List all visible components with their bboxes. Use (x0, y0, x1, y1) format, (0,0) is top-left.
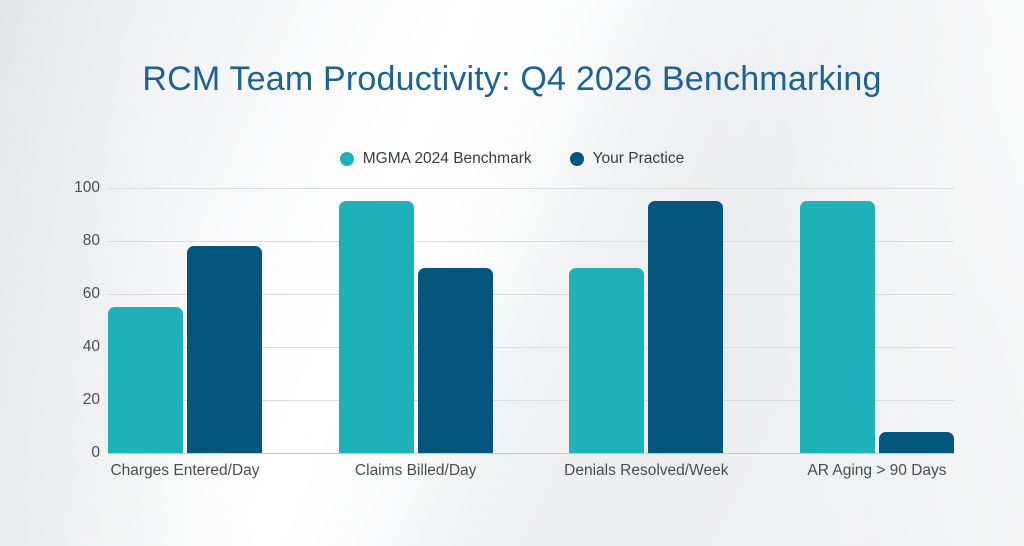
bar-practice (417, 267, 493, 453)
plot-area: Charges Entered/Day Claims Billed/Day Deni… (108, 188, 954, 479)
category-label: Charges Entered/Day (110, 462, 260, 479)
legend-label: Your Practice (592, 150, 685, 167)
bar-group: AR Aging > 90 Days (799, 188, 954, 479)
legend-swatch-icon (339, 152, 354, 166)
y-tick-label: 40 (82, 338, 100, 355)
x-axis-baseline (108, 453, 954, 454)
bar-benchmark (108, 307, 183, 453)
bar-benchmark (338, 201, 414, 453)
category-label: AR Aging > 90 Days (807, 462, 947, 479)
bar-group: Charges Entered/Day (108, 188, 262, 479)
chart-legend: MGMA 2024 Benchmark Your Practice (0, 150, 1024, 168)
bar-benchmark (569, 267, 645, 453)
bar-group: Claims Billed/Day (338, 188, 493, 479)
bar-group: Denials Resolved/Week (564, 188, 728, 479)
gridline (108, 188, 954, 189)
category-label: Denials Resolved/Week (564, 462, 729, 479)
legend-item: MGMA 2024 Benchmark (339, 150, 532, 168)
gridline (108, 294, 954, 295)
category-label: Claims Billed/Day (354, 462, 477, 479)
y-tick-label: 20 (82, 391, 100, 408)
y-tick-label: 0 (91, 444, 100, 461)
bar-practice (648, 201, 724, 453)
gridline (108, 241, 954, 242)
gridline (108, 347, 954, 348)
y-tick-label: 100 (74, 179, 100, 196)
legend-swatch-icon (569, 152, 584, 166)
bar-practice (187, 246, 262, 453)
legend-label: MGMA 2024 Benchmark (362, 150, 532, 167)
chart-title: RCM Team Productivity: Q4 2026 Benchmark… (142, 60, 882, 98)
y-tick-label: 80 (82, 232, 100, 249)
gridline (108, 400, 954, 401)
y-tick-label: 60 (82, 285, 100, 302)
bar-groups: Charges Entered/Day Claims Billed/Day Deni… (108, 188, 954, 479)
bar-benchmark (799, 201, 875, 453)
legend-item: Your Practice (569, 150, 685, 168)
bar-practice (878, 431, 954, 453)
